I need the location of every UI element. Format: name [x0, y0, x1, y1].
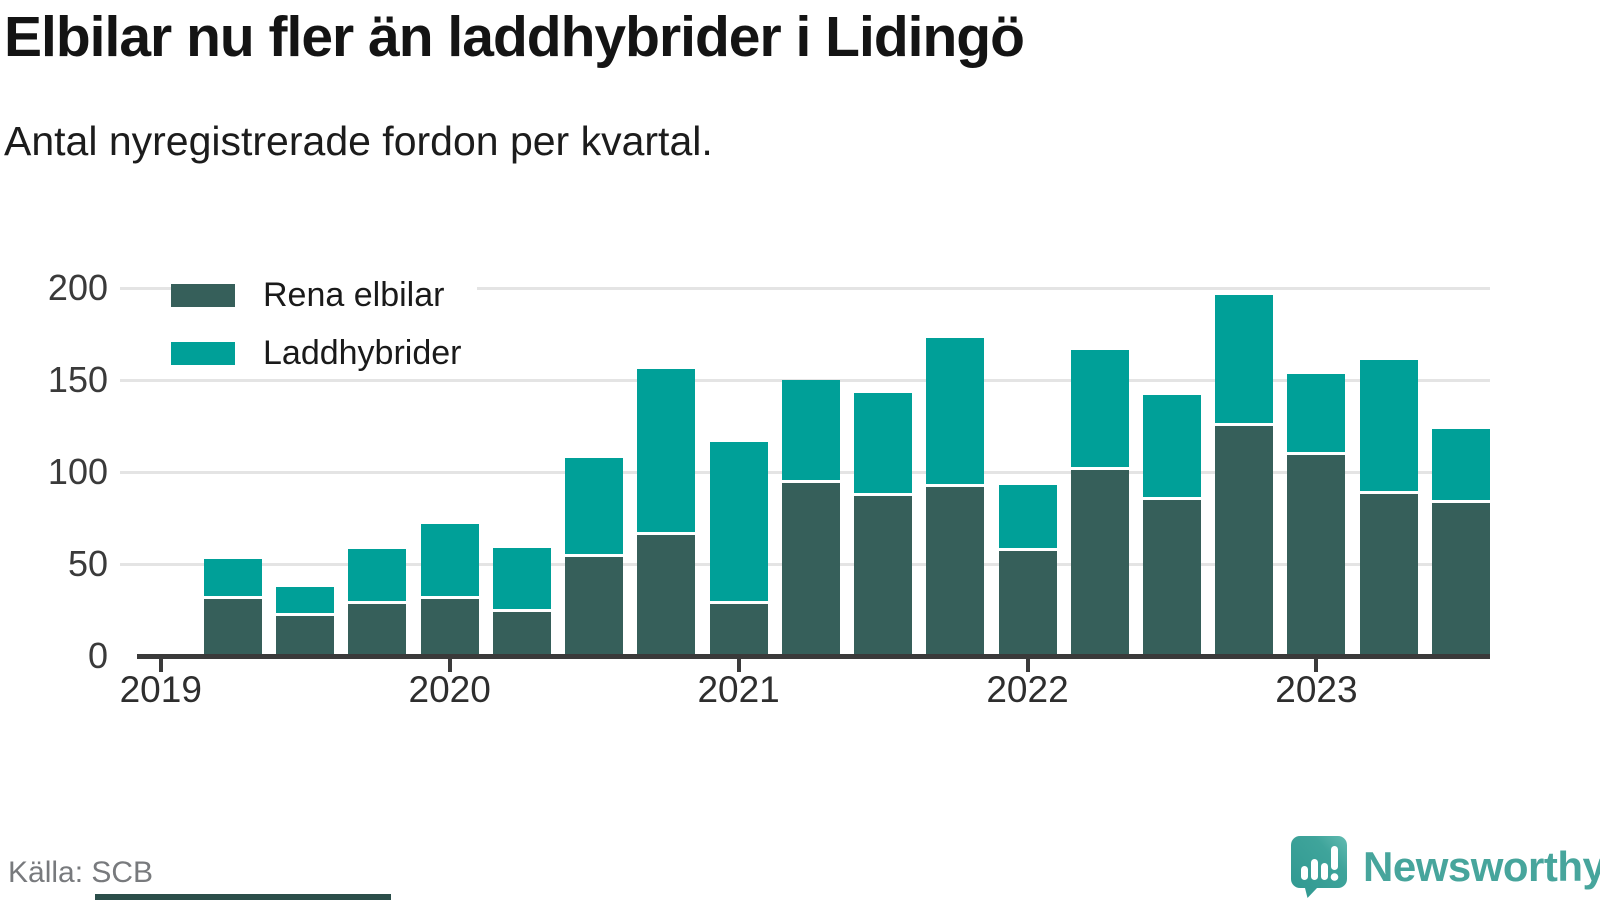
legend-label-elbilar: Rena elbilar — [263, 276, 445, 314]
bar-2019-K4 — [348, 549, 406, 656]
segment-rena-elbilar — [999, 551, 1057, 656]
bar-2020-K2 — [493, 548, 551, 656]
bar-2023-K2 — [1360, 360, 1418, 656]
x-axis-label-2020: 2020 — [408, 669, 491, 710]
segment-laddhybrider — [493, 548, 551, 612]
segment-laddhybrider — [565, 458, 623, 557]
segment-laddhybrider — [1143, 395, 1201, 500]
legend: Rena elbilar Laddhybrider — [171, 270, 478, 386]
segment-laddhybrider — [204, 559, 262, 599]
segment-laddhybrider — [348, 549, 406, 604]
bar-2023-K1 — [1287, 374, 1345, 656]
segment-laddhybrider — [999, 485, 1057, 551]
bar-2022-K3 — [1143, 395, 1201, 656]
bar-2022-K4 — [1215, 295, 1273, 656]
segment-laddhybrider — [1071, 350, 1129, 470]
x-axis-tick-2020 — [447, 659, 452, 672]
segment-rena-elbilar — [782, 483, 840, 656]
bar-2021-K3 — [854, 393, 912, 656]
bar-2021-K2 — [782, 380, 840, 656]
brand-logo: Newsworthy — [1291, 836, 1600, 898]
segment-laddhybrider — [1432, 429, 1490, 503]
segment-rena-elbilar — [565, 557, 623, 656]
segment-rena-elbilar — [1071, 470, 1129, 656]
segment-laddhybrider — [926, 338, 984, 487]
segment-rena-elbilar — [637, 535, 695, 656]
legend-item-rena-elbilar: Rena elbilar — [171, 270, 478, 321]
x-axis-tick-2019 — [158, 659, 163, 672]
segment-laddhybrider — [710, 442, 768, 604]
segment-rena-elbilar — [1215, 426, 1273, 656]
x-axis-label-2019: 2019 — [119, 669, 202, 710]
newsworthy-speech-bubble-chart-icon — [1291, 836, 1347, 898]
segment-laddhybrider — [421, 524, 479, 599]
segment-rena-elbilar — [1143, 500, 1201, 656]
segment-rena-elbilar — [1432, 503, 1490, 656]
segment-rena-elbilar — [710, 604, 768, 656]
legend-swatch-elbilar — [171, 284, 235, 307]
chart-title: Elbilar nu fler än laddhybrider i Liding… — [4, 5, 1025, 69]
segment-rena-elbilar — [854, 496, 912, 656]
x-axis-label-2022: 2022 — [986, 669, 1069, 710]
legend-label-laddhybrider: Laddhybrider — [263, 334, 462, 372]
segment-rena-elbilar — [1360, 494, 1418, 656]
segment-laddhybrider — [637, 369, 695, 535]
segment-rena-elbilar — [348, 604, 406, 656]
x-axis-label-2021: 2021 — [697, 669, 780, 710]
bar-2019-K2 — [204, 559, 262, 656]
segment-rena-elbilar — [421, 599, 479, 656]
y-axis-label-50: 50 — [67, 543, 108, 584]
y-axis-label-200: 200 — [47, 267, 108, 308]
bar-2023-K3 — [1432, 429, 1490, 656]
bar-2020-K3 — [565, 458, 623, 656]
legend-swatch-laddhybrider — [171, 342, 235, 365]
bar-2021-K4 — [926, 338, 984, 656]
x-axis-tick-2022 — [1025, 659, 1030, 672]
bar-2022-K1 — [999, 485, 1057, 656]
x-axis-tick-2023 — [1314, 659, 1319, 672]
bar-2022-K2 — [1071, 350, 1129, 656]
bar-2020-K4 — [637, 369, 695, 656]
segment-laddhybrider — [1360, 360, 1418, 494]
segment-laddhybrider — [276, 587, 334, 616]
source-note: Källa: SCB — [8, 856, 154, 889]
bottom-accent-strip — [95, 894, 391, 900]
x-axis-line — [137, 654, 1490, 659]
segment-laddhybrider — [782, 380, 840, 483]
segment-rena-elbilar — [926, 487, 984, 656]
x-axis-label-2023: 2023 — [1275, 669, 1358, 710]
legend-item-laddhybrider: Laddhybrider — [171, 328, 478, 379]
segment-rena-elbilar — [204, 599, 262, 656]
brand-name: Newsworthy — [1363, 843, 1600, 890]
y-axis-label-150: 150 — [47, 359, 108, 400]
x-axis-tick-2021 — [736, 659, 741, 672]
chart-subtitle: Antal nyregistrerade fordon per kvartal. — [4, 118, 713, 164]
segment-rena-elbilar — [276, 616, 334, 656]
bar-2021-K1 — [710, 442, 768, 656]
segment-laddhybrider — [1215, 295, 1273, 426]
bar-2019-K3 — [276, 587, 334, 656]
segment-laddhybrider — [1287, 374, 1345, 455]
segment-rena-elbilar — [493, 612, 551, 656]
segment-rena-elbilar — [1287, 455, 1345, 656]
bar-2020-K1 — [421, 524, 479, 656]
segment-laddhybrider — [854, 393, 912, 496]
y-axis-label-0: 0 — [87, 635, 108, 676]
gridline-y200 — [120, 287, 1490, 290]
y-axis-label-100: 100 — [47, 451, 108, 492]
